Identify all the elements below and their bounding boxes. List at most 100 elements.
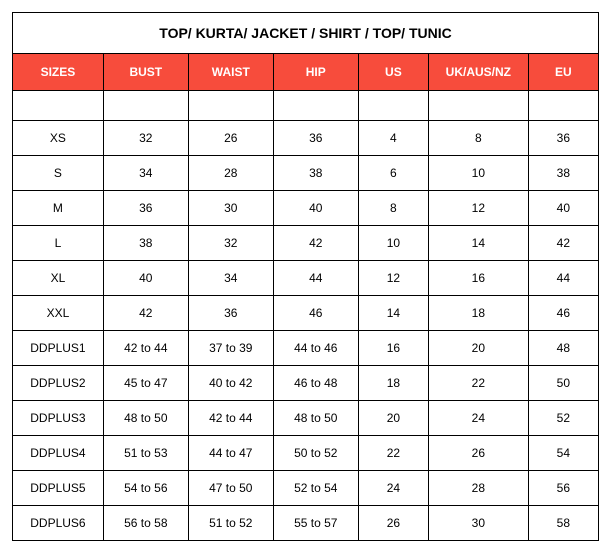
cell-waist: 40 to 42: [188, 366, 273, 401]
cell-size: XXL: [13, 296, 104, 331]
cell-hip: 50 to 52: [273, 436, 358, 471]
cell-waist: 44 to 47: [188, 436, 273, 471]
table-row: DDPLUS451 to 5344 to 4750 to 52222654: [13, 436, 599, 471]
cell-bust: 36: [103, 191, 188, 226]
cell-hip: 36: [273, 121, 358, 156]
table-row: XXL423646141846: [13, 296, 599, 331]
cell-us: 22: [358, 436, 428, 471]
cell-us: 14: [358, 296, 428, 331]
cell-size: XL: [13, 261, 104, 296]
table-title: TOP/ KURTA/ JACKET / SHIRT / TOP/ TUNIC: [13, 13, 599, 54]
cell-waist: 30: [188, 191, 273, 226]
cell-us: 26: [358, 506, 428, 541]
col-uk: UK/AUS/NZ: [429, 54, 529, 91]
table-row: L383242101442: [13, 226, 599, 261]
col-sizes: SIZES: [13, 54, 104, 91]
cell-uk: 20: [429, 331, 529, 366]
cell-bust: 54 to 56: [103, 471, 188, 506]
table-row: M36304081240: [13, 191, 599, 226]
cell-bust: 32: [103, 121, 188, 156]
cell-waist: 37 to 39: [188, 331, 273, 366]
cell-bust: 40: [103, 261, 188, 296]
cell-uk: 18: [429, 296, 529, 331]
cell-size: DDPLUS6: [13, 506, 104, 541]
cell-waist: 34: [188, 261, 273, 296]
cell-eu: 38: [528, 156, 598, 191]
cell-bust: 42 to 44: [103, 331, 188, 366]
cell-uk: 8: [429, 121, 529, 156]
cell-eu: 58: [528, 506, 598, 541]
cell-eu: 48: [528, 331, 598, 366]
cell-hip: 38: [273, 156, 358, 191]
col-eu: EU: [528, 54, 598, 91]
table-header-row: SIZES BUST WAIST HIP US UK/AUS/NZ EU: [13, 54, 599, 91]
cell-hip: 55 to 57: [273, 506, 358, 541]
cell-hip: 46 to 48: [273, 366, 358, 401]
cell-waist: 51 to 52: [188, 506, 273, 541]
cell-bust: 45 to 47: [103, 366, 188, 401]
cell-us: 6: [358, 156, 428, 191]
cell-eu: 54: [528, 436, 598, 471]
cell-bust: 51 to 53: [103, 436, 188, 471]
col-us: US: [358, 54, 428, 91]
cell-bust: 38: [103, 226, 188, 261]
cell-waist: 28: [188, 156, 273, 191]
cell-us: 24: [358, 471, 428, 506]
cell-eu: 44: [528, 261, 598, 296]
table-row: XL403444121644: [13, 261, 599, 296]
cell-waist: 36: [188, 296, 273, 331]
cell-bust: 42: [103, 296, 188, 331]
col-bust: BUST: [103, 54, 188, 91]
cell-hip: 46: [273, 296, 358, 331]
cell-uk: 28: [429, 471, 529, 506]
cell-waist: 47 to 50: [188, 471, 273, 506]
cell-us: 8: [358, 191, 428, 226]
cell-uk: 14: [429, 226, 529, 261]
cell-hip: 42: [273, 226, 358, 261]
table-row: DDPLUS656 to 5851 to 5255 to 57263058: [13, 506, 599, 541]
cell-bust: 56 to 58: [103, 506, 188, 541]
cell-eu: 52: [528, 401, 598, 436]
cell-uk: 16: [429, 261, 529, 296]
cell-waist: 32: [188, 226, 273, 261]
table-title-row: TOP/ KURTA/ JACKET / SHIRT / TOP/ TUNIC: [13, 13, 599, 54]
col-hip: HIP: [273, 54, 358, 91]
cell-eu: 36: [528, 121, 598, 156]
cell-size: DDPLUS5: [13, 471, 104, 506]
table-row: XS3226364836: [13, 121, 599, 156]
cell-hip: 48 to 50: [273, 401, 358, 436]
cell-uk: 30: [429, 506, 529, 541]
cell-eu: 50: [528, 366, 598, 401]
cell-size: M: [13, 191, 104, 226]
cell-uk: 12: [429, 191, 529, 226]
table-row: DDPLUS142 to 4437 to 3944 to 46162048: [13, 331, 599, 366]
cell-hip: 44 to 46: [273, 331, 358, 366]
cell-us: 18: [358, 366, 428, 401]
spacer-row: [13, 91, 599, 121]
cell-us: 20: [358, 401, 428, 436]
cell-size: L: [13, 226, 104, 261]
cell-hip: 52 to 54: [273, 471, 358, 506]
cell-waist: 42 to 44: [188, 401, 273, 436]
cell-uk: 10: [429, 156, 529, 191]
cell-size: DDPLUS4: [13, 436, 104, 471]
cell-bust: 48 to 50: [103, 401, 188, 436]
col-waist: WAIST: [188, 54, 273, 91]
cell-size: XS: [13, 121, 104, 156]
cell-eu: 56: [528, 471, 598, 506]
cell-uk: 22: [429, 366, 529, 401]
cell-size: DDPLUS2: [13, 366, 104, 401]
cell-hip: 44: [273, 261, 358, 296]
cell-us: 4: [358, 121, 428, 156]
cell-us: 16: [358, 331, 428, 366]
table-row: DDPLUS245 to 4740 to 4246 to 48182250: [13, 366, 599, 401]
cell-eu: 40: [528, 191, 598, 226]
cell-uk: 26: [429, 436, 529, 471]
table-row: DDPLUS348 to 5042 to 4448 to 50202452: [13, 401, 599, 436]
cell-eu: 42: [528, 226, 598, 261]
cell-us: 10: [358, 226, 428, 261]
table-row: DDPLUS554 to 5647 to 5052 to 54242856: [13, 471, 599, 506]
size-chart-table: TOP/ KURTA/ JACKET / SHIRT / TOP/ TUNIC …: [12, 12, 599, 541]
cell-hip: 40: [273, 191, 358, 226]
cell-bust: 34: [103, 156, 188, 191]
